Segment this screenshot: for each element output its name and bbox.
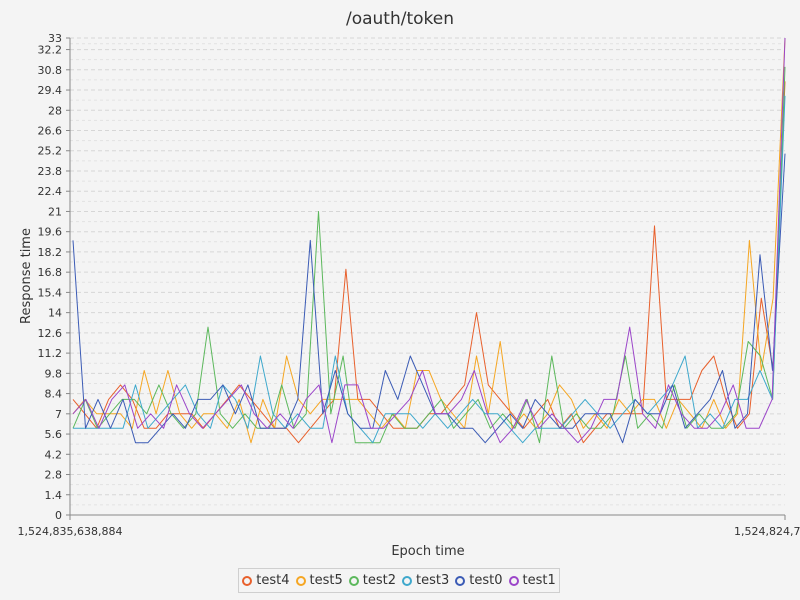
legend-label: test0 xyxy=(469,573,503,588)
series-line-test5 xyxy=(72,37,786,444)
legend-marker-icon xyxy=(402,575,412,586)
legend-label: test4 xyxy=(256,573,290,588)
y-tick-label: 9.8 xyxy=(45,367,63,380)
legend-label: test5 xyxy=(309,573,343,588)
y-tick-label: 14 xyxy=(48,307,62,320)
y-tick-label: 15.4 xyxy=(38,286,63,299)
y-tick-label: 5.6 xyxy=(45,428,63,441)
legend-item-test3[interactable]: test3 xyxy=(402,573,449,588)
legend-label: test1 xyxy=(522,573,556,588)
legend-marker-icon xyxy=(348,575,359,586)
legend-item-test2[interactable]: test2 xyxy=(348,573,396,588)
y-axis-ticks: 0 1.4 2.8 4.2 5.6 7 8.4 9.8 11.2 12.6 14 15.4 16.8 18… xyxy=(38,32,70,522)
chart-legend: test4 test5 test2 test3 test0 test1 xyxy=(238,568,560,593)
y-tick-label: 11.2 xyxy=(38,347,63,360)
legend-marker-icon xyxy=(295,575,306,586)
y-tick-label: 33 xyxy=(48,32,62,45)
y-tick-label: 4.2 xyxy=(45,448,63,461)
legend-marker-icon xyxy=(508,575,519,586)
y-tick-label: 23.8 xyxy=(38,165,63,178)
series-line-test2 xyxy=(72,66,786,444)
y-tick-label: 28 xyxy=(48,104,62,117)
y-axis-label: Response time xyxy=(19,228,34,324)
y-tick-label: 18.2 xyxy=(38,246,63,259)
y-tick-label: 32.2 xyxy=(38,44,63,57)
y-tick-label: 12.6 xyxy=(38,327,63,340)
legend-item-test5[interactable]: test5 xyxy=(295,573,343,588)
axes xyxy=(69,38,786,520)
y-tick-label: 2.8 xyxy=(45,469,63,482)
series-line-test1 xyxy=(72,37,786,444)
y-tick-label: 0 xyxy=(55,509,62,522)
legend-label: test2 xyxy=(362,573,396,588)
y-tick-label: 22.4 xyxy=(38,185,63,198)
y-tick-label: 8.4 xyxy=(45,388,63,401)
y-tick-label: 1.4 xyxy=(45,489,63,502)
x-tick-label-end: 1,524,824,7 xyxy=(734,525,800,538)
series-lines xyxy=(72,37,786,444)
y-tick-label: 29.4 xyxy=(38,84,63,97)
y-tick-label: 25.2 xyxy=(38,145,63,158)
y-tick-label: 7 xyxy=(55,408,62,421)
y-tick-label: 19.6 xyxy=(38,226,63,239)
y-tick-label: 30.8 xyxy=(38,64,63,77)
y-tick-label: 16.8 xyxy=(38,266,63,279)
legend-item-test0[interactable]: test0 xyxy=(455,573,503,588)
chart-title: /oauth/token xyxy=(346,9,454,29)
series-line-test0 xyxy=(72,153,786,444)
y-tick-label: 21 xyxy=(48,205,62,218)
legend-marker-icon xyxy=(455,575,466,586)
legend-item-test1[interactable]: test1 xyxy=(508,573,556,588)
legend-label: test3 xyxy=(416,573,450,588)
y-tick-label: 26.6 xyxy=(38,125,63,138)
grid-lines xyxy=(70,37,785,516)
x-tick-label-start: 1,524,835,638,884 xyxy=(18,525,123,538)
legend-marker-icon xyxy=(242,575,253,586)
x-axis-label: Epoch time xyxy=(391,544,464,559)
legend-item-test4[interactable]: test4 xyxy=(242,573,290,588)
